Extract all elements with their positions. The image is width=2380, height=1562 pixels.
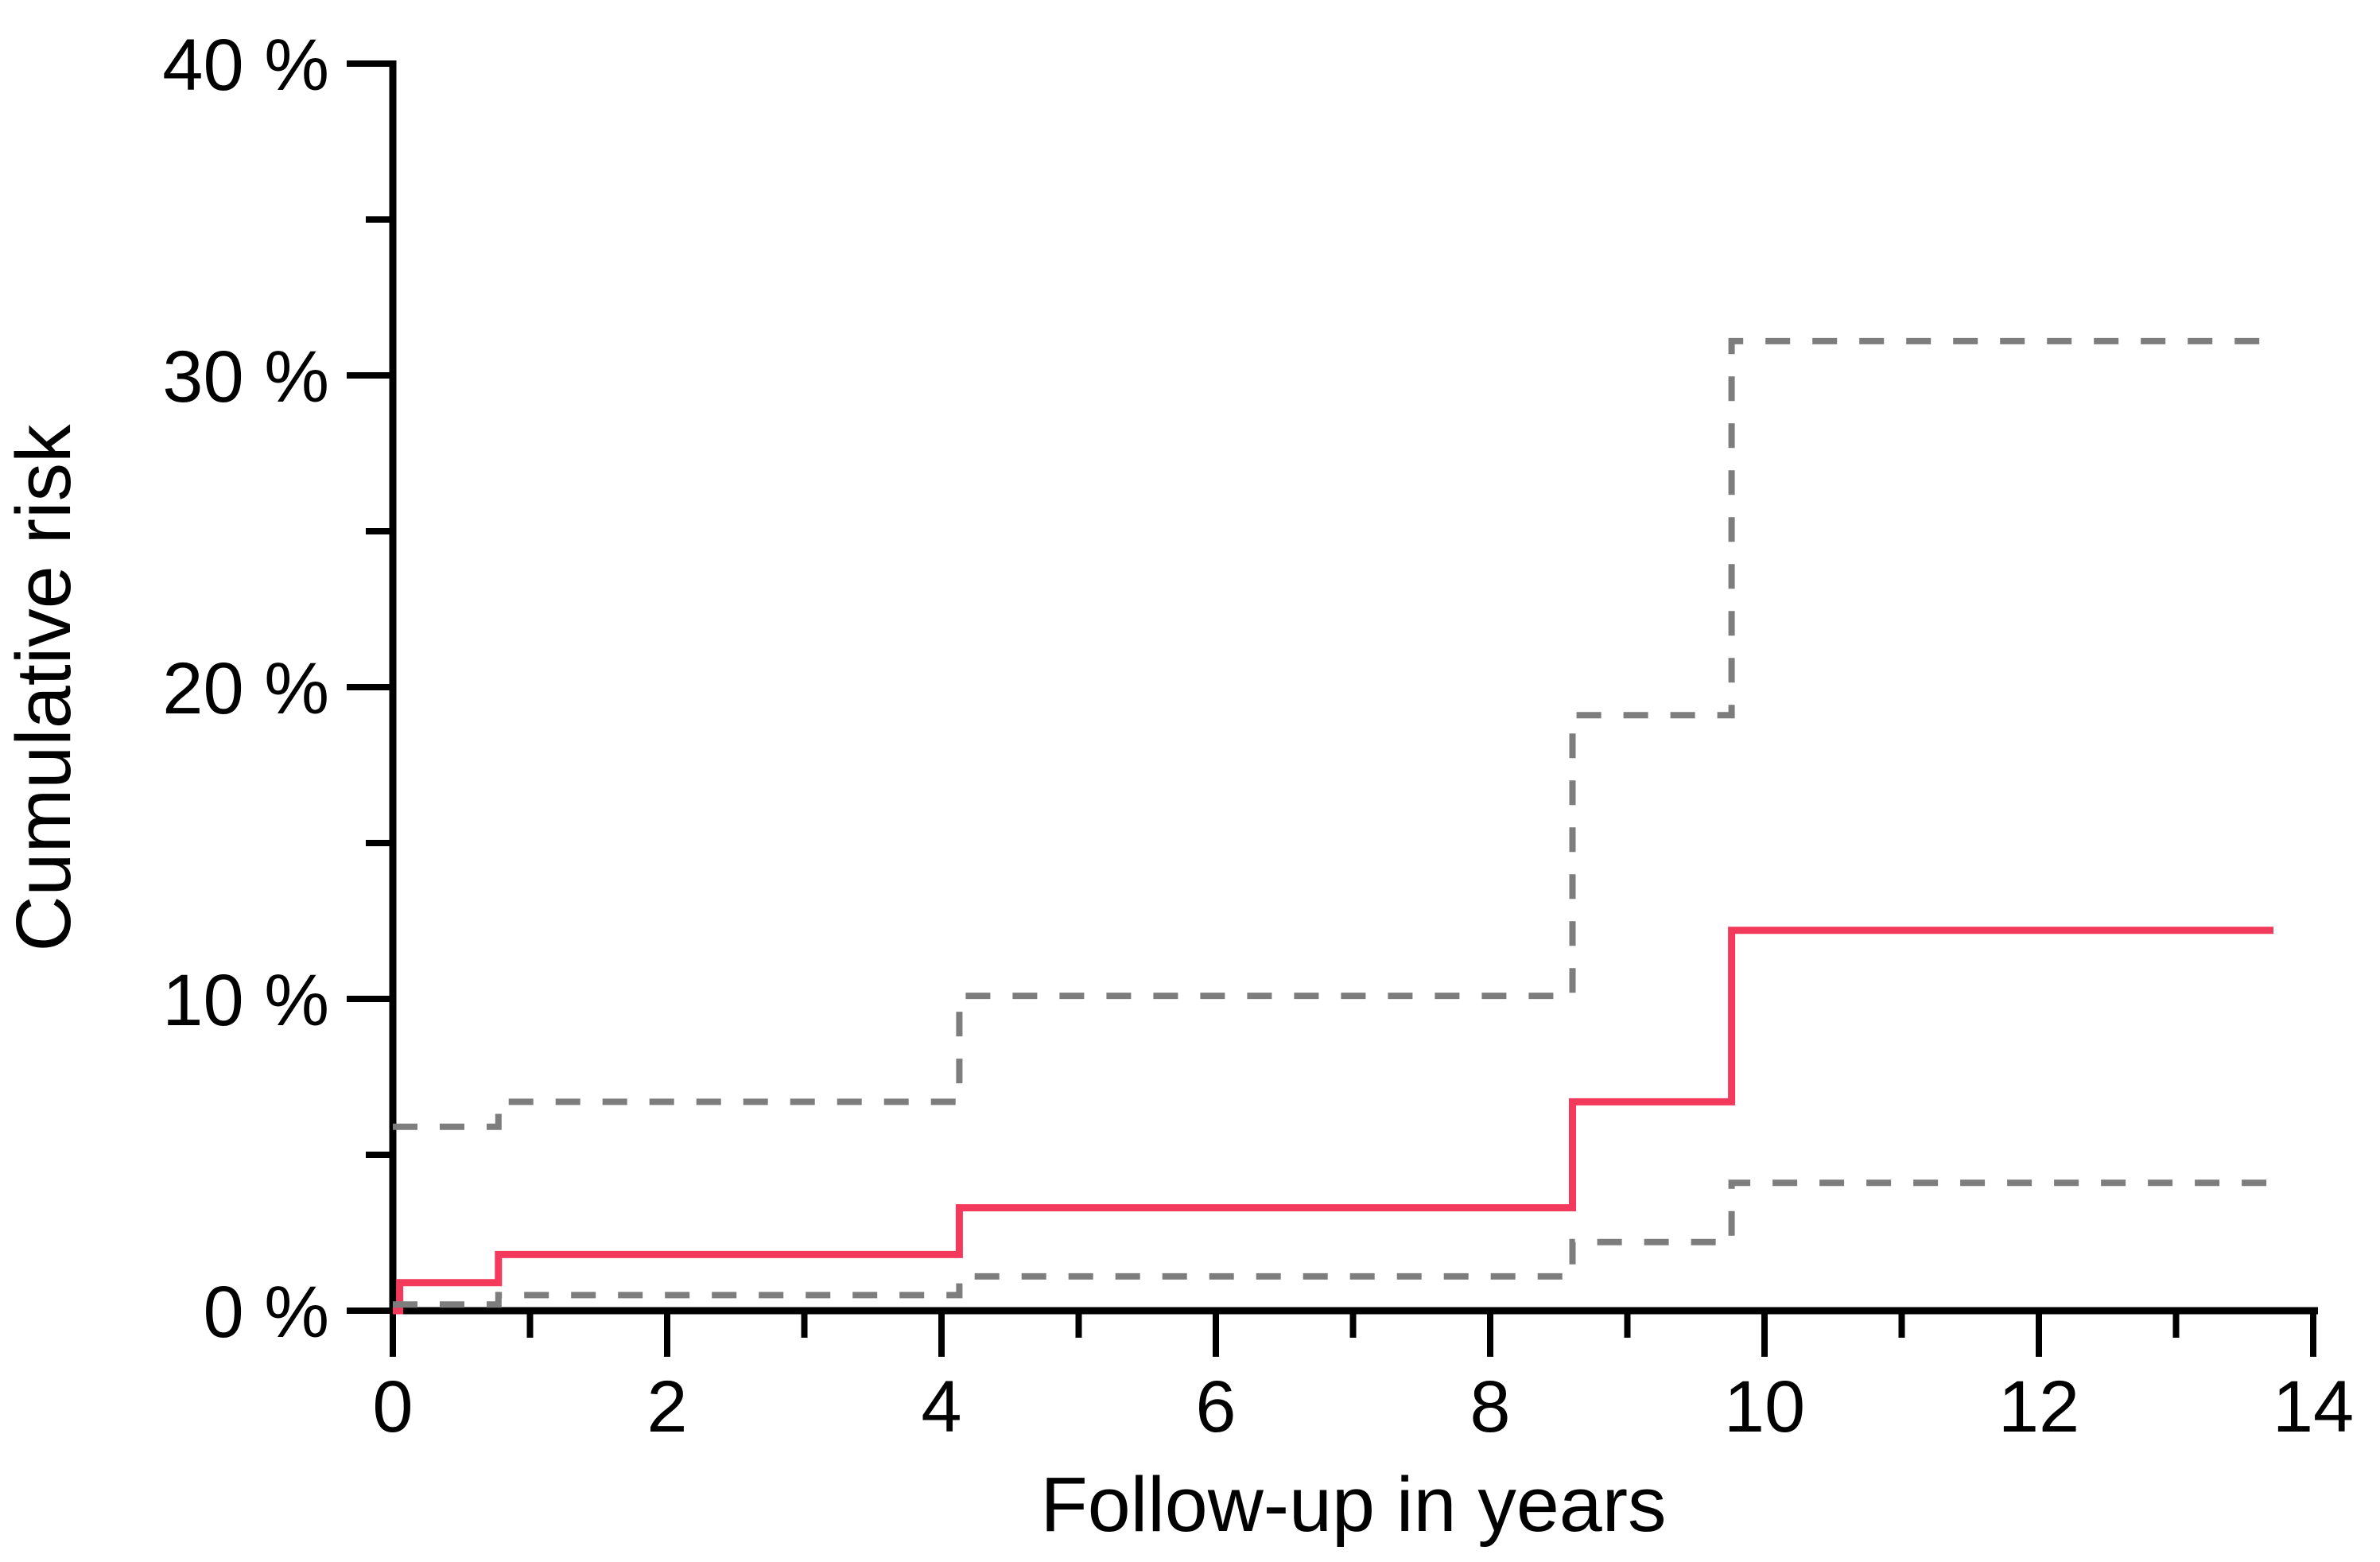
x-tick-label: 6 (1195, 1366, 1236, 1447)
x-tick-label: 4 (921, 1366, 961, 1447)
y-tick-label: 0 % (203, 1272, 329, 1353)
x-tick-label: 10 (1724, 1366, 1805, 1447)
x-tick-label: 2 (646, 1366, 687, 1447)
y-tick-label: 40 % (162, 25, 329, 106)
x-axis-title: Follow-up in years (1040, 1461, 1666, 1548)
y-tick-label: 20 % (162, 648, 329, 729)
y-tick-label: 30 % (162, 336, 329, 418)
y-axis-title: Cumulative risk (0, 424, 87, 951)
ticks-group (347, 60, 2316, 1357)
series-estimate-line (393, 927, 2273, 1315)
x-tick-label: 14 (2273, 1366, 2354, 1447)
x-tick-label: 0 (372, 1366, 413, 1447)
series-group (393, 337, 2273, 1315)
tick-labels-group: 0 2 4 6 8 10 12 14 0 % 10 % 20 % 30 % 40 % (162, 25, 2354, 1447)
axes-group (389, 60, 2318, 1315)
series-ci_upper-line (393, 337, 2273, 1130)
x-tick-label: 8 (1470, 1366, 1510, 1447)
series-ci_lower-line (393, 1179, 2273, 1308)
y-tick-label: 10 % (162, 960, 329, 1041)
x-tick-label: 12 (1998, 1366, 2079, 1447)
